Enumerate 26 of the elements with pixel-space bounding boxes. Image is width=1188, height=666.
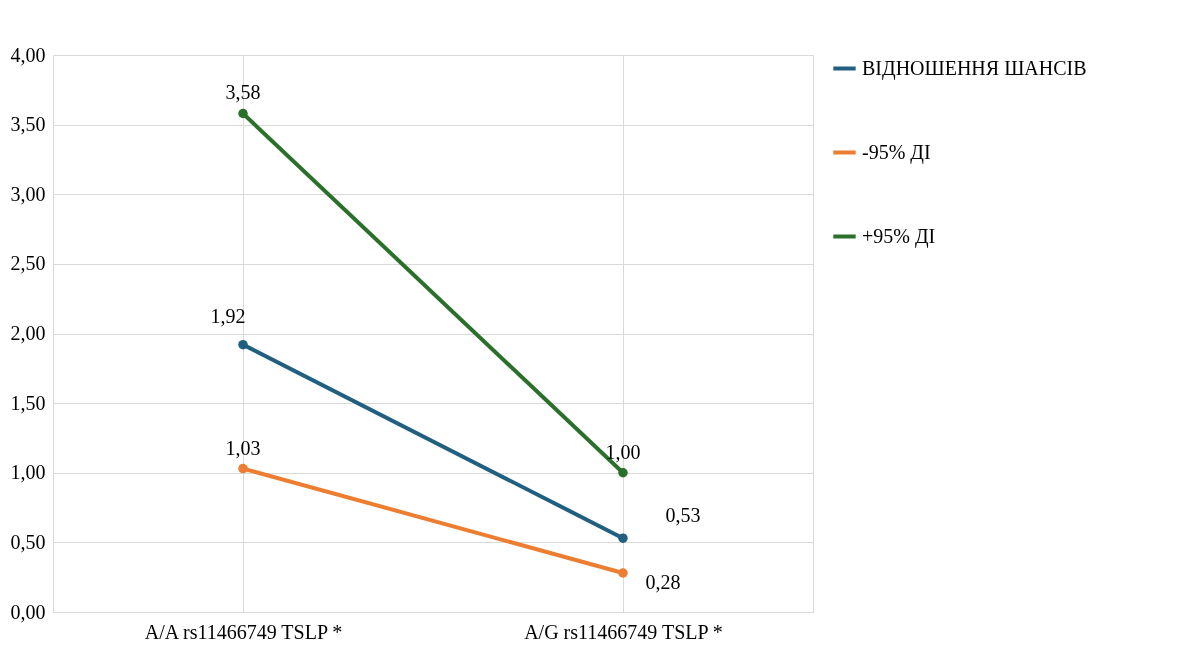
legend-label: +95% ДІ <box>862 224 936 248</box>
y-tick-label: 3,50 <box>10 113 46 136</box>
point <box>238 339 248 350</box>
y-tick-label: 0,50 <box>10 530 46 553</box>
data-label: 3,58 <box>225 81 261 104</box>
y-tick-label: 3,00 <box>10 182 46 205</box>
y-tick-label: 0,00 <box>10 600 46 623</box>
y-tick-label: 1,50 <box>10 391 46 414</box>
data-label: 0,53 <box>665 504 701 527</box>
data-label: 0,28 <box>645 571 681 594</box>
point <box>618 468 628 478</box>
y-tick-label: 1,00 <box>10 461 46 484</box>
legend-label: ВІДНОШЕННЯ ШАНСІВ <box>862 56 1087 80</box>
data-label: 1,00 <box>605 440 641 463</box>
legend-label: -95% ДІ <box>862 140 931 164</box>
x-tick-label: A/A rs11466749 TSLP * <box>144 620 343 643</box>
data-label: 1,92 <box>210 304 246 327</box>
y-tick-label: 2,50 <box>10 252 46 275</box>
y-tick-label: 4,00 <box>10 43 46 66</box>
data-label: 1,03 <box>225 436 261 459</box>
point <box>238 463 248 474</box>
point <box>618 533 628 543</box>
y-tick-label: 2,00 <box>10 322 46 344</box>
point <box>618 568 628 578</box>
point <box>238 108 248 119</box>
x-tick-label: A/G rs11466749 TSLP * <box>524 620 723 643</box>
